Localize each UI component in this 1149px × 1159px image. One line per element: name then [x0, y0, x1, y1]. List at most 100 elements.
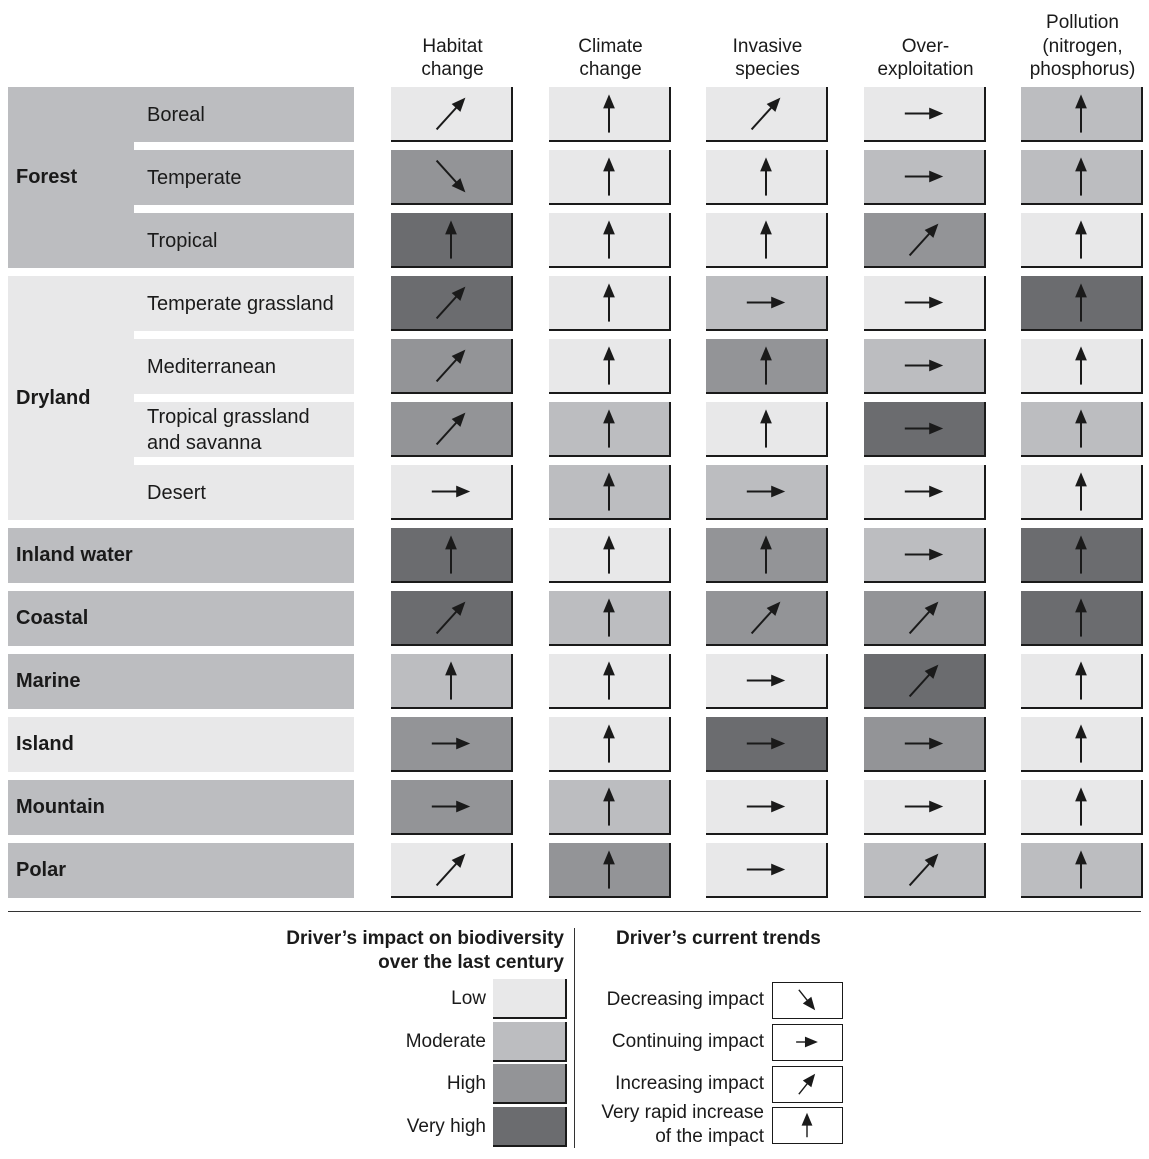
arrow-head — [451, 349, 466, 364]
cell-marine-3 — [706, 654, 828, 709]
arrow-head — [603, 220, 615, 235]
arrow-shaft — [435, 610, 458, 635]
cell-marine-2 — [549, 654, 671, 709]
arrow-head — [760, 535, 772, 550]
cell-temperate-4 — [864, 150, 986, 205]
biome-label-coastal: Coastal — [8, 591, 354, 646]
arrow-head — [451, 178, 466, 193]
cell-tropical-5 — [1021, 213, 1143, 268]
trend-arrow-icon — [750, 601, 781, 635]
trend-arrow-icon — [1075, 661, 1087, 700]
trend-arrow-icon — [904, 170, 944, 183]
cell-inland-water-5 — [1021, 528, 1143, 583]
cell-temperate-grassland-2 — [549, 276, 671, 331]
trend-legend-box-1 — [772, 982, 843, 1019]
trend-arrow-icon — [603, 346, 615, 385]
subbiome-label-desert: Desert — [134, 465, 354, 520]
arrow-head — [603, 283, 615, 298]
column-header-2: Climate change — [578, 35, 643, 81]
arrow-head — [771, 863, 786, 876]
cell-tropical-4 — [864, 213, 986, 268]
arrow-head — [445, 661, 457, 676]
cell-temperate-2 — [549, 150, 671, 205]
arrow-head — [451, 601, 466, 616]
trend-arrow-icon — [603, 220, 615, 259]
cell-mediterranean-4 — [864, 339, 986, 394]
trend-arrow-icon — [431, 737, 471, 750]
trend-arrow-icon — [746, 800, 786, 813]
arrow-head — [1075, 220, 1087, 235]
trend-legend-box-4 — [772, 1107, 843, 1144]
arrow-shaft — [435, 358, 458, 383]
trend-arrow-icon — [904, 359, 944, 372]
trend-arrow-icon — [908, 664, 939, 698]
trend-legend-box-2 — [772, 1024, 843, 1061]
arrow-head — [924, 853, 939, 868]
cell-temperate-grassland-4 — [864, 276, 986, 331]
arrow-head — [766, 601, 781, 616]
trend-arrow-icon — [760, 535, 772, 574]
cell-tropical-1 — [391, 213, 513, 268]
impact-swatch-high — [493, 1064, 567, 1104]
arrow-shaft — [435, 106, 458, 131]
cell-marine-1 — [391, 654, 513, 709]
biome-label-mountain: Mountain — [8, 780, 354, 835]
arrow-head — [1075, 535, 1087, 550]
trend-arrow-icon — [760, 409, 772, 448]
arrow-head — [603, 724, 615, 739]
trend-arrow-icon — [603, 787, 615, 826]
cell-boreal-5 — [1021, 87, 1143, 142]
trend-arrow-icon — [435, 159, 466, 193]
trend-arrow-icon — [1075, 472, 1087, 511]
trend-arrow-icon — [904, 800, 944, 813]
arrow-head — [929, 737, 944, 750]
cell-tropical-grassland-and-savanna-3 — [706, 402, 828, 457]
cell-mountain-3 — [706, 780, 828, 835]
arrow-head — [929, 548, 944, 561]
arrow-shaft — [798, 1082, 809, 1095]
biome-label-island: Island — [8, 717, 354, 772]
trend-arrow-icon — [431, 485, 471, 498]
trend-arrow-icon — [760, 220, 772, 259]
arrow-head — [1075, 724, 1087, 739]
arrow-head — [451, 412, 466, 427]
cell-mountain-4 — [864, 780, 986, 835]
trend-arrow-icon — [435, 601, 466, 635]
trend-arrow-icon — [435, 412, 466, 446]
impact-legend-title: Driver’s impact on biodiversity over the… — [286, 928, 564, 973]
trend-arrow-icon — [904, 422, 944, 435]
trend-arrow-icon — [603, 535, 615, 574]
cell-desert-5 — [1021, 465, 1143, 520]
trend-arrow-icon — [435, 286, 466, 320]
cell-inland-water-1 — [391, 528, 513, 583]
biome-label-forest: Forest — [8, 87, 134, 268]
subbiome-label-boreal: Boreal — [134, 87, 354, 142]
column-header-5: Pollution (nitrogen, phosphorus) — [1029, 11, 1136, 81]
trend-arrow-icon — [431, 800, 471, 813]
cell-marine-4 — [864, 654, 986, 709]
cell-polar-4 — [864, 843, 986, 898]
arrow-head — [766, 97, 781, 112]
arrow-head — [929, 359, 944, 372]
cell-temperate-grassland-5 — [1021, 276, 1143, 331]
arrow-head — [929, 296, 944, 309]
arrow-head — [771, 485, 786, 498]
arrow-head — [603, 850, 615, 865]
arrow-head — [929, 170, 944, 183]
trend-arrow-icon — [603, 157, 615, 196]
arrow-head — [771, 800, 786, 813]
cell-desert-4 — [864, 465, 986, 520]
cell-mountain-1 — [391, 780, 513, 835]
trend-arrow-icon — [746, 674, 786, 687]
cell-temperate-grassland-1 — [391, 276, 513, 331]
trend-arrow-icon — [1075, 598, 1087, 637]
arrow-head — [1075, 787, 1087, 802]
trend-arrow-icon — [746, 485, 786, 498]
arrow-head — [804, 1036, 818, 1048]
impact-level-label-high: High — [446, 1073, 486, 1094]
trend-arrow-icon — [760, 157, 772, 196]
biome-label-marine: Marine — [8, 654, 354, 709]
cell-coastal-4 — [864, 591, 986, 646]
trend-arrow-icon — [603, 661, 615, 700]
cell-inland-water-4 — [864, 528, 986, 583]
